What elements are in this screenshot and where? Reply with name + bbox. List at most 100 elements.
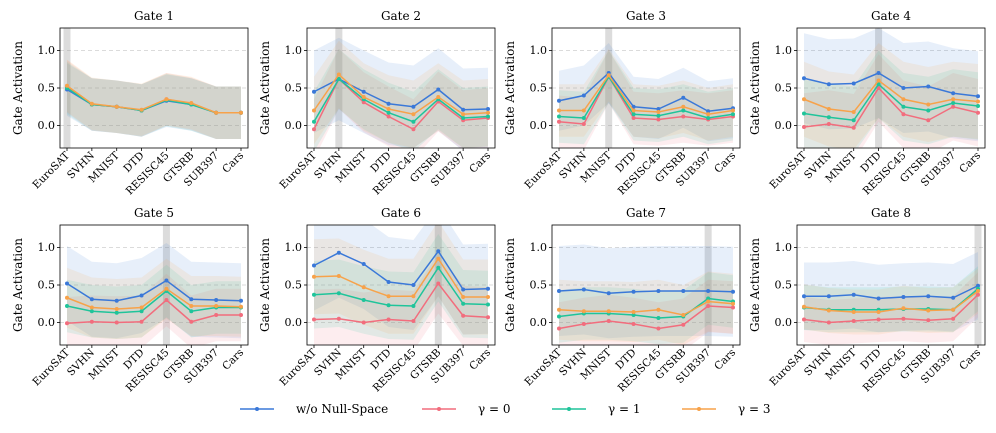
data-point [802, 97, 806, 102]
data-point [411, 304, 416, 308]
std-band [67, 60, 241, 139]
x-tick-label: EuroSAT [277, 150, 319, 192]
data-point [851, 110, 856, 114]
data-point [976, 99, 980, 104]
data-point [411, 127, 416, 132]
legend-label: w/o Null-Space [296, 402, 388, 416]
panel-title: Gate 1 [134, 9, 174, 23]
data-point [89, 309, 94, 314]
std-band [67, 63, 241, 139]
y-tick-label: 0.5 [38, 279, 56, 292]
panel-title: Gate 2 [381, 9, 421, 23]
y-tick-label: 0.5 [38, 82, 56, 95]
data-point [89, 297, 94, 302]
legend-item: γ = 0 [422, 402, 511, 416]
series-line [66, 290, 241, 314]
x-tick-label: EuroSAT [277, 347, 319, 389]
data-point [876, 317, 881, 322]
data-point [486, 315, 490, 320]
data-point [926, 108, 931, 113]
data-point [436, 281, 441, 286]
data-point [631, 112, 636, 117]
data-point [361, 285, 366, 290]
x-tick-label: EuroSAT [522, 347, 564, 389]
data-point [706, 299, 711, 304]
data-point [876, 310, 881, 314]
legend-label: γ = 0 [478, 402, 511, 416]
data-point [557, 289, 561, 293]
x-tick-label: Cars [712, 150, 738, 176]
data-point [876, 78, 881, 83]
data-point [951, 104, 956, 109]
data-point [802, 76, 806, 81]
data-point [731, 305, 735, 310]
data-point [681, 108, 686, 113]
data-point [461, 116, 466, 120]
panel-title: Gate 4 [871, 9, 911, 23]
data-point [336, 250, 341, 255]
std-band [67, 273, 241, 345]
data-point [606, 319, 611, 323]
data-point [656, 316, 661, 320]
data-point [411, 319, 416, 323]
data-point [239, 313, 243, 317]
y-tick-label: 0.0 [530, 119, 548, 132]
data-point [581, 93, 586, 98]
highlight-band [335, 28, 343, 148]
data-point [386, 303, 391, 308]
data-point [436, 256, 441, 261]
data-point [139, 319, 144, 324]
data-point [656, 326, 661, 331]
data-point [681, 322, 686, 327]
series-line [313, 249, 489, 291]
data-point [826, 115, 831, 120]
data-point [951, 101, 956, 105]
data-point [802, 111, 806, 116]
data-point [826, 308, 831, 313]
data-point [189, 304, 194, 308]
data-point [681, 313, 686, 317]
data-point [89, 101, 94, 106]
data-point [802, 294, 806, 299]
data-point [386, 110, 391, 115]
data-point [851, 118, 856, 123]
data-point [706, 116, 711, 120]
series-line [803, 83, 979, 122]
panel-title: Gate 6 [381, 206, 421, 220]
data-point [361, 100, 366, 105]
highlight-band [605, 28, 613, 148]
data-point [581, 322, 586, 326]
series-line [558, 297, 734, 319]
data-point [976, 292, 980, 297]
y-tick-label: 0.0 [38, 119, 56, 132]
y-tick-label: 0.5 [285, 279, 303, 292]
std-band [559, 50, 733, 148]
std-band [314, 40, 488, 148]
data-point [581, 287, 586, 292]
data-point [461, 107, 466, 112]
data-point [706, 296, 711, 301]
data-point [802, 304, 806, 309]
data-point [976, 110, 980, 115]
data-point [802, 317, 806, 322]
data-point [336, 72, 341, 77]
series-line [558, 305, 734, 330]
std-band [314, 49, 488, 148]
data-point [436, 87, 441, 92]
data-point [461, 112, 466, 117]
data-point [312, 108, 316, 113]
data-point [901, 97, 906, 102]
data-point [114, 307, 119, 311]
y-axis-label: Gate Activation [503, 41, 517, 135]
data-point [976, 104, 980, 108]
y-tick-label: 0.5 [285, 82, 303, 95]
std-band [67, 243, 241, 339]
data-point [876, 296, 881, 301]
data-point [731, 108, 735, 113]
data-point [681, 114, 686, 119]
data-point [926, 294, 931, 299]
